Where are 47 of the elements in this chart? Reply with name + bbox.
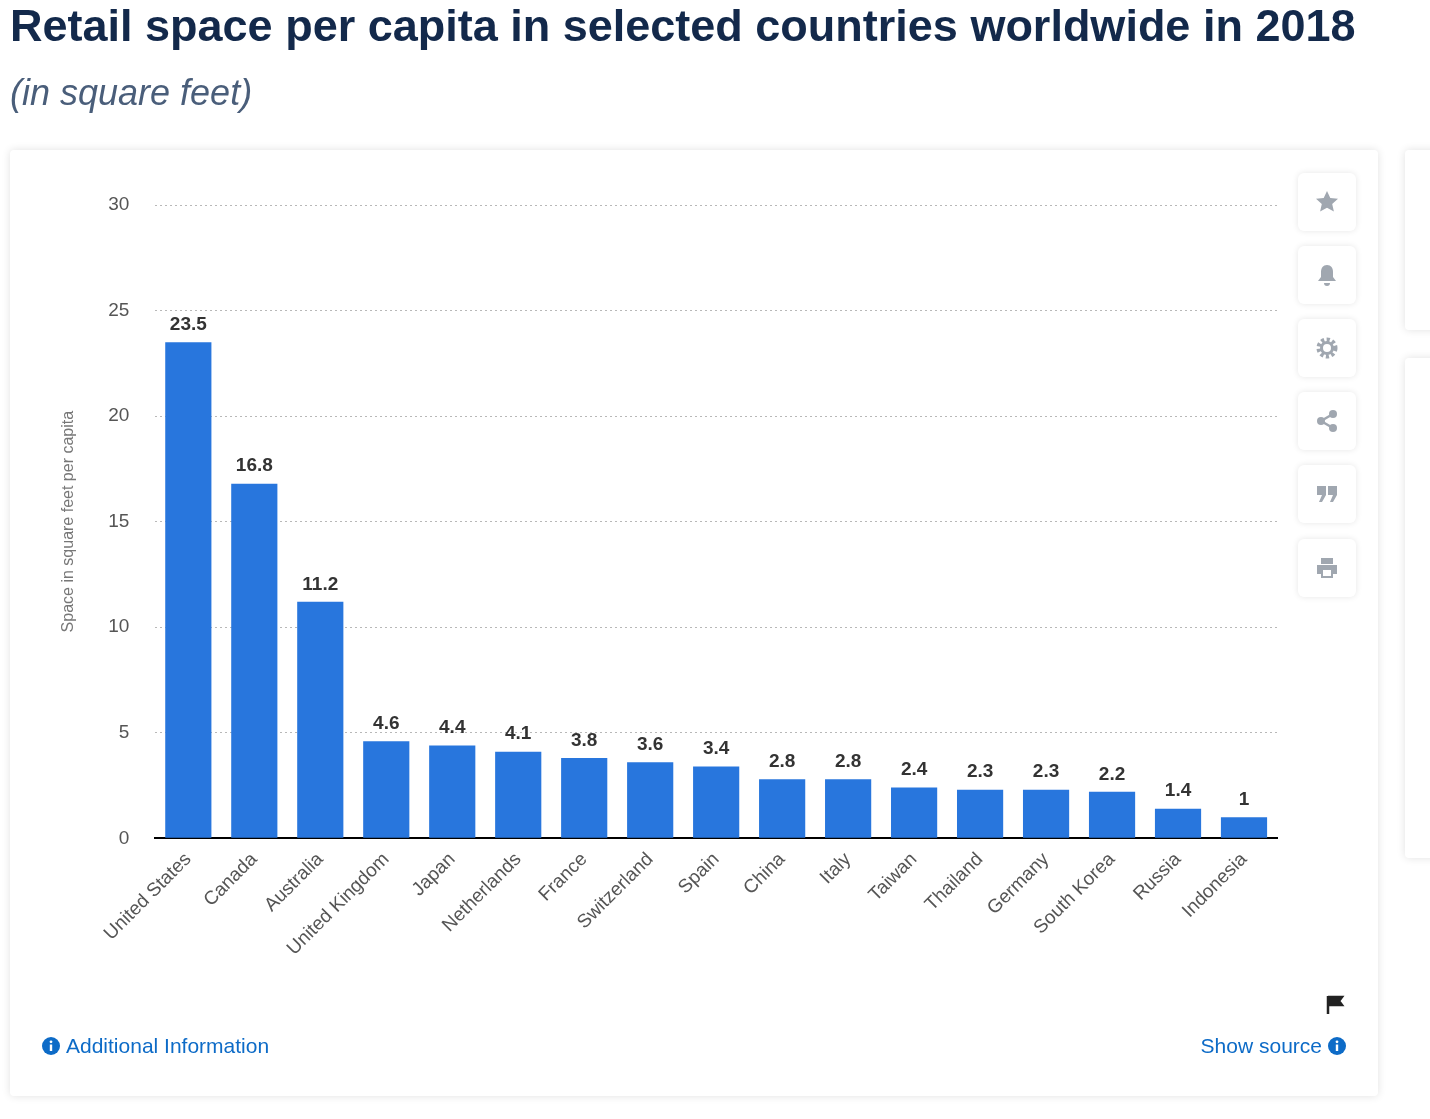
text: Additional Information [66,1034,270,1058]
data-label: 16.8 [235,454,273,476]
data-label: 2.8 [834,749,862,771]
data-label: 11.2 [302,572,339,594]
bar [495,751,542,838]
bar [957,789,1004,838]
data-label: 23.5 [169,312,208,334]
bar [231,483,278,838]
data-label: 4.6 [373,711,400,733]
bar [1220,817,1268,838]
y-tick-label: 5 [118,720,130,742]
y-tick-label: 0 [118,826,130,848]
bar [825,779,872,838]
y-tick-label: 30 [108,193,130,215]
bar [1088,791,1136,838]
bar [1154,808,1202,838]
bar [297,601,344,838]
data-label: 3.4 [702,737,730,759]
data-label: 2.4 [900,758,928,780]
bar [1022,789,1070,838]
data-label: 2.3 [966,760,994,782]
chart-subtitle: (in square feet) [10,72,253,114]
bar [759,779,806,838]
y-tick-label: 10 [108,615,130,637]
y-axis-title: Space in square feet per capita [59,410,77,633]
y-tick-label: 25 [108,298,130,320]
data-label: 2.2 [1098,762,1126,784]
bar [693,766,740,838]
data-label: 1.4 [1164,779,1192,801]
data-label: 3.6 [636,733,664,755]
data-label: 4.4 [439,716,466,738]
bar [165,342,212,838]
y-tick-label: 15 [108,509,130,531]
bar [363,741,410,838]
x-tick-label: Italy [815,847,855,888]
bar [891,787,938,838]
data-label: 1 [1238,787,1250,809]
data-label: 3.8 [571,728,598,750]
y-tick-label: 20 [108,404,130,426]
text: Show source [1200,1034,1322,1058]
bar [561,758,608,838]
data-label: 2.8 [768,749,796,771]
data-label: 2.3 [1032,760,1060,782]
bar [429,745,476,838]
data-label: 4.1 [505,722,532,744]
chart-title: Retail space per capita in selected countries worldwide in 2018 [10,0,1356,52]
bar [627,762,674,838]
